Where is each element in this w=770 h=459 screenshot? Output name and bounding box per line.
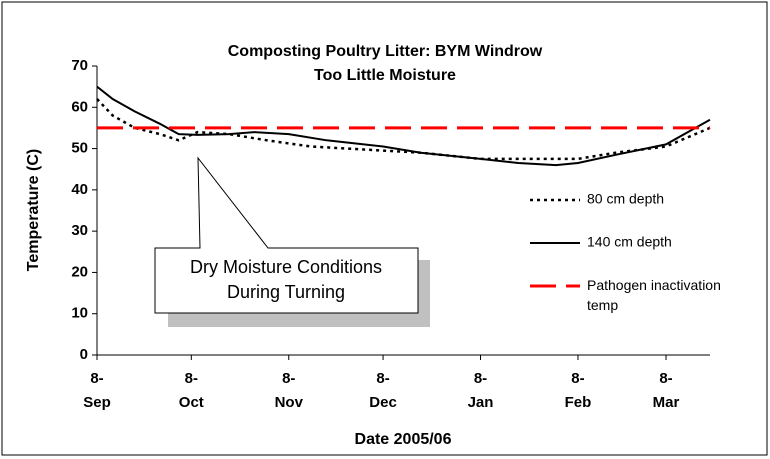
y-tick-label: 60 bbox=[71, 98, 88, 115]
y-axis-title: Temperature (C) bbox=[25, 149, 42, 271]
x-tick-label: 8-Feb bbox=[565, 370, 592, 411]
x-tick-label: 8-Dec bbox=[369, 370, 397, 411]
chart-subtitle: Too Little Moisture bbox=[314, 67, 456, 84]
y-tick-label: 40 bbox=[71, 181, 88, 198]
x-axis-title: Date 2005/06 bbox=[355, 431, 452, 448]
legend-label: Pathogen inactivation temp bbox=[587, 277, 721, 313]
callout bbox=[154, 156, 419, 314]
x-tick-label: 8-Mar bbox=[653, 370, 680, 411]
x-tick-label: 8-Sep bbox=[83, 370, 111, 411]
y-tick-label: 30 bbox=[71, 222, 88, 239]
annotation-text: Dry Moisture Conditions bbox=[190, 257, 382, 277]
line-series bbox=[96, 85, 711, 167]
x-tick-label: 8-Nov bbox=[275, 370, 304, 411]
y-tick-label: 10 bbox=[71, 305, 88, 322]
y-tick-label: 70 bbox=[71, 57, 88, 74]
chart-title: Composting Poultry Litter: BYM Windrow bbox=[228, 43, 543, 60]
annotation-text: During Turning bbox=[227, 282, 345, 302]
x-tick-label: 8-Oct bbox=[179, 370, 204, 411]
y-tick-label: 0 bbox=[80, 346, 88, 363]
y-tick-label: 20 bbox=[71, 263, 88, 280]
legend-label: 140 cm depth bbox=[587, 234, 672, 250]
x-tick-label: 8-Jan bbox=[468, 370, 494, 411]
legend-label: 80 cm depth bbox=[587, 191, 664, 207]
y-tick-label: 50 bbox=[71, 140, 88, 157]
line-series bbox=[96, 98, 711, 161]
